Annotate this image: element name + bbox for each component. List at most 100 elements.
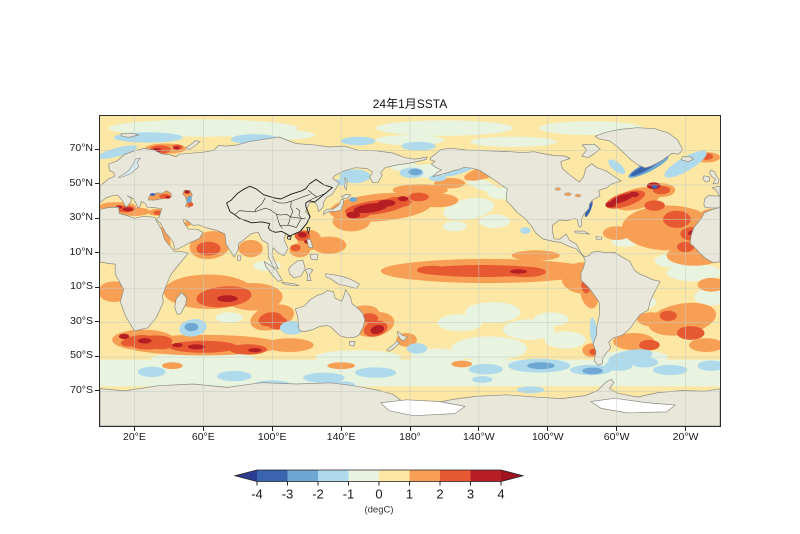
lon-tick-mark [271,426,273,431]
land-novaya-zemlya [185,140,201,150]
colorbar-segment [348,470,379,482]
anomaly-cold-1 [516,386,545,394]
anomaly-pale [694,288,720,306]
anomaly-warm-3 [628,191,640,197]
anomaly-warm-3 [187,344,205,350]
land-sulawesi [304,267,314,281]
land-japan-honshu [323,199,345,216]
china-province-border [280,225,297,228]
anomaly-cold-3 [651,185,658,189]
anomaly-warm-3 [346,211,361,219]
colorbar-tick-label: -4 [251,487,263,502]
anomaly-warm-2 [659,310,677,321]
china-province-border [316,192,327,198]
anomaly-warm-1 [451,360,473,368]
ronne-ice-shelf [590,397,676,414]
china-province-border [235,210,255,215]
land-great-britain [709,169,720,185]
lon-tick-label: 100°E [257,431,287,443]
colorbar-right-arrow [501,470,523,482]
anomaly-pale [451,336,528,361]
colorbar-tick-label: 4 [497,487,504,502]
anomaly-warm-3 [173,146,180,150]
anomaly-warm-3 [172,343,183,348]
lat-tick-label: 10°N [69,245,93,258]
lake-anomaly [186,195,192,204]
great-lake [564,192,572,196]
lat-tick-mark [95,390,100,392]
anomaly-cold-1 [697,360,720,371]
anomaly-warm-1 [689,338,720,352]
anomaly-warm-3 [137,338,152,344]
anomaly-pale [375,120,514,136]
land-java [281,282,300,287]
anomaly-cold-1 [630,357,658,368]
anomaly-warm-3 [370,325,385,335]
anomaly-cold-1 [468,364,503,375]
colorbar-left-arrow [235,470,257,482]
anomaly-cold-1 [303,372,345,383]
lat-tick-label: 70°N [69,142,93,155]
anomaly-cold-1 [406,343,428,354]
anomaly-cold-1 [217,370,252,382]
lat-tick-mark [95,183,100,185]
anomaly-warm-2 [360,313,379,324]
lat-tick-label: 70°S [70,383,93,396]
land-luzon [306,238,314,249]
anomaly-warm-1 [265,338,314,352]
land-greenland [594,127,683,169]
lon-tick-mark [547,426,549,431]
anomaly-pale [666,264,720,282]
lat-tick-mark [95,217,100,219]
anomaly-cold-1 [354,367,397,378]
anomaly-pale [470,136,557,147]
land-americas [429,147,661,366]
anomaly-warm-2 [120,335,152,347]
anomaly-cold-1 [652,364,688,376]
anomaly-cold-2 [349,197,357,202]
lat-tick-mark [95,355,100,357]
land-france-west [711,185,720,197]
land-hispaniola [595,236,603,241]
colorbar-tick-label: -3 [282,487,294,502]
baltic-sea [117,157,141,178]
colorbar-tick-label: 2 [436,487,443,502]
land-new-zealand-south [386,341,401,352]
anomaly-warm-3 [122,207,133,212]
colorbar-segment [440,470,471,482]
lon-tick-label: 20°E [122,431,146,443]
colorbar-unit-label: (degC) [364,505,393,516]
land-cuba [574,230,590,235]
anomaly-cold-1 [339,169,371,184]
anomaly-warm-2 [290,244,301,252]
anomaly-pale [442,221,467,232]
anomaly-warm-3 [118,333,130,339]
china-province-border [308,189,318,198]
anomaly-warm-3 [248,348,262,353]
anomaly-warm-2 [676,326,705,340]
lon-tick-label: 20°W [672,431,699,443]
anomaly-warm-1 [311,236,347,254]
land-africa-west [689,206,720,263]
land-tasmania [349,340,356,347]
anomaly-pale [544,331,586,349]
lake-anomaly [165,195,171,199]
anomaly-cold-1 [341,136,376,146]
lat-tick-label: 30°N [69,211,93,224]
lon-tick-mark [202,426,204,431]
lake-anomaly [149,193,156,196]
china-province-border [309,196,318,201]
anomaly-pale [215,312,243,323]
ross-ice-shelf [380,399,466,417]
land-baffin-island [581,143,601,159]
map-title: 24年1月SSTA [372,97,448,111]
colorbar-tick-label: -2 [312,487,324,502]
ssta-map-canvas [100,116,720,426]
anomaly-warm-3 [217,295,238,302]
colorbar-tick-label: 0 [375,487,382,502]
land-sumatra [263,261,283,282]
anomaly-warm-2 [196,241,221,256]
lat-tick-mark [95,148,100,150]
lon-tick-label: 60°W [603,431,630,443]
